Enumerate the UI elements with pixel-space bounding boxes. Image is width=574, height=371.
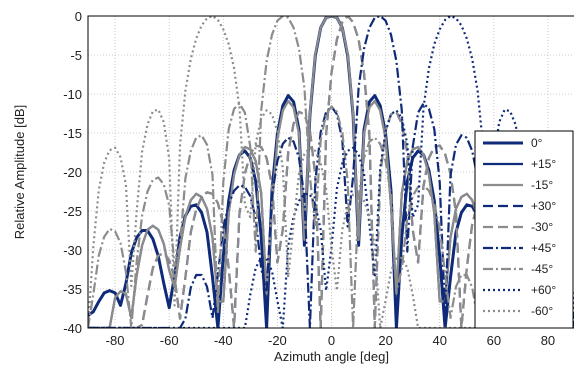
y-tick-label: -20 [63,165,82,180]
y-tick-label: -30 [63,243,82,258]
legend-label: -45° [531,262,553,276]
legend-label: 0° [531,136,543,150]
x-tick-label: 0 [328,333,335,348]
series-line [88,16,574,328]
x-tick-label: -40 [214,333,233,348]
y-tick-label: -40 [63,321,82,336]
series-line [88,16,574,328]
legend-label: -60° [531,304,553,318]
x-tick-label: 80 [541,333,555,348]
y-tick-label: 0 [75,9,82,24]
series-line [88,16,574,328]
x-tick-label: -20 [268,333,287,348]
plot-frame [87,15,574,329]
legend-box [474,130,574,329]
y-tick-label: -35 [63,282,82,297]
legend: 0° +15° -15° +30° -30° +45° -45° +60° -60° [474,130,574,329]
y-tick-label: -10 [63,87,82,102]
x-axis-title: Azimuth angle [deg] [274,349,389,364]
legend-label: +60° [531,283,556,297]
legend-label: +15° [531,157,556,171]
axis-ticks: -80 -60 -40 -20 0 20 40 60 80 0 -5 -10 -15 -20 -25 -30 -… [63,9,555,348]
x-tick-label: -60 [160,333,179,348]
legend-label: +45° [531,241,556,255]
x-tick-label: 20 [378,333,392,348]
x-tick-label: -80 [106,333,125,348]
y-tick-label: -25 [63,204,82,219]
y-axis-title: Relative Amplitude [dB] [12,105,27,239]
legend-label: -15° [531,178,553,192]
y-tick-label: -15 [63,126,82,141]
legend-label: -30° [531,220,553,234]
y-tick-label: -5 [70,48,82,63]
x-tick-label: 40 [432,333,446,348]
x-tick-label: 60 [487,333,501,348]
legend-label: +30° [531,199,556,213]
